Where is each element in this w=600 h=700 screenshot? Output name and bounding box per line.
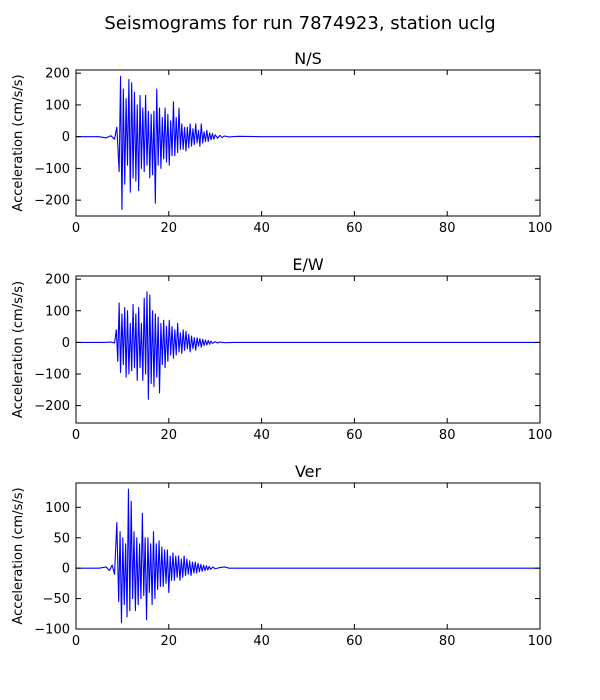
x-tick-label: 0: [72, 634, 80, 649]
x-tick-label: 60: [346, 634, 363, 649]
panel-0: N/S Acceleration (cm/s/s) 0 20 40 60 80 100 −200…: [11, 49, 552, 236]
panel-1: E/W Acceleration (cm/s/s) 0 20 40 60 80 100 −200…: [11, 255, 552, 443]
x-tick-label: 0: [72, 221, 80, 236]
x-tick-label: 20: [161, 428, 178, 443]
seismogram-trace: [76, 488, 540, 624]
panels: N/S Acceleration (cm/s/s) 0 20 40 60 80 100 −200…: [11, 49, 552, 649]
y-tick-label: −100: [34, 162, 70, 177]
x-tick-label: 40: [253, 221, 270, 236]
panel-title: E/W: [292, 255, 324, 274]
x-tick-label: 80: [439, 221, 456, 236]
y-axis-label: Acceleration (cm/s/s): [11, 281, 26, 418]
seismogram-trace: [76, 291, 540, 400]
figure-title: Seismograms for run 7874923, station ucl…: [104, 13, 495, 34]
y-tick-label: −100: [34, 623, 70, 638]
y-tick-label: 0: [62, 562, 70, 577]
x-tick-label: 60: [346, 428, 363, 443]
y-tick-label: 50: [53, 531, 70, 546]
x-tick-label: 100: [528, 428, 553, 443]
x-tick-label: 80: [439, 634, 456, 649]
y-tick-label: −200: [34, 399, 70, 414]
y-tick-label: 100: [45, 501, 70, 516]
panel-title: Ver: [295, 462, 322, 481]
x-tick-label: 100: [528, 634, 553, 649]
y-tick-label: 200: [45, 67, 70, 82]
axes-frame: [75, 482, 541, 630]
y-tick-label: 100: [45, 98, 70, 113]
axes-frame: [75, 275, 541, 424]
y-tick-label: 0: [62, 336, 70, 351]
seismogram-trace: [76, 75, 540, 211]
panel-title: N/S: [294, 49, 322, 68]
y-axis-label: Acceleration (cm/s/s): [11, 487, 26, 624]
y-tick-label: −200: [34, 194, 70, 209]
y-tick-label: 0: [62, 130, 70, 145]
y-tick-label: −50: [43, 592, 70, 607]
x-tick-label: 20: [161, 634, 178, 649]
x-tick-label: 0: [72, 428, 80, 443]
x-tick-label: 80: [439, 428, 456, 443]
axes-frame: [75, 69, 541, 217]
y-tick-label: 100: [45, 304, 70, 319]
x-tick-label: 20: [161, 221, 178, 236]
x-tick-label: 40: [253, 634, 270, 649]
y-tick-label: 200: [45, 273, 70, 288]
y-axis-label: Acceleration (cm/s/s): [11, 74, 26, 211]
panel-2: Ver Acceleration (cm/s/s) 0 20 40 60 80 100 −100…: [11, 462, 552, 649]
x-tick-label: 40: [253, 428, 270, 443]
x-tick-label: 60: [346, 221, 363, 236]
x-tick-label: 100: [528, 221, 553, 236]
y-tick-label: −100: [34, 368, 70, 383]
